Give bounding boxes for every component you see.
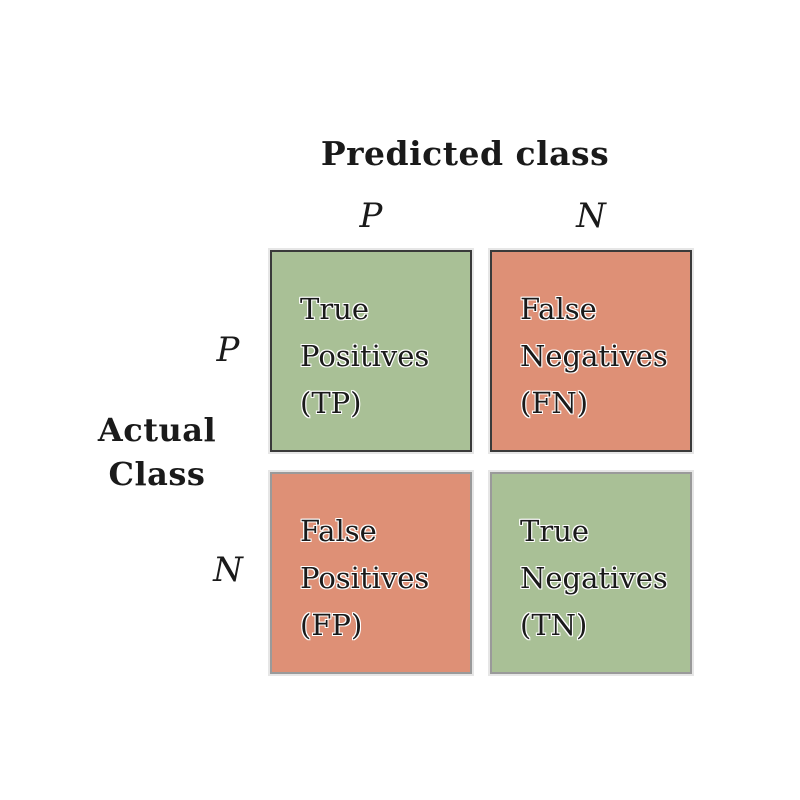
cell-line: True xyxy=(300,292,370,326)
cell-line: Negatives xyxy=(520,561,668,595)
cell-line: True xyxy=(520,514,590,548)
actual-class-title-line2: Class xyxy=(108,455,206,493)
cell-line: Positives xyxy=(300,339,430,373)
cell-line: (FN) xyxy=(520,386,589,420)
actual-class-title: Actual Class xyxy=(82,408,232,496)
actual-class-title-line1: Actual xyxy=(97,411,217,449)
cell-false-positives: False Positives (FP) xyxy=(268,470,474,676)
predicted-class-title: Predicted class xyxy=(320,134,610,173)
cell-line: False xyxy=(300,514,377,548)
cell-true-negatives: True Negatives (TN) xyxy=(488,470,694,676)
cell-false-negatives: False Negatives (FN) xyxy=(488,248,694,454)
row-label-negative: N xyxy=(213,550,243,590)
cell-line: (TN) xyxy=(520,608,588,642)
row-label-positive: P xyxy=(216,330,240,370)
cell-line: Negatives xyxy=(520,339,668,373)
cell-line: (TP) xyxy=(300,386,362,420)
cell-true-positives: True Positives (TP) xyxy=(268,248,474,454)
column-label-negative: N xyxy=(576,196,606,236)
column-label-positive: P xyxy=(359,196,383,236)
cell-line: (FP) xyxy=(300,608,363,642)
cell-line: False xyxy=(520,292,597,326)
cell-line: Positives xyxy=(300,561,430,595)
